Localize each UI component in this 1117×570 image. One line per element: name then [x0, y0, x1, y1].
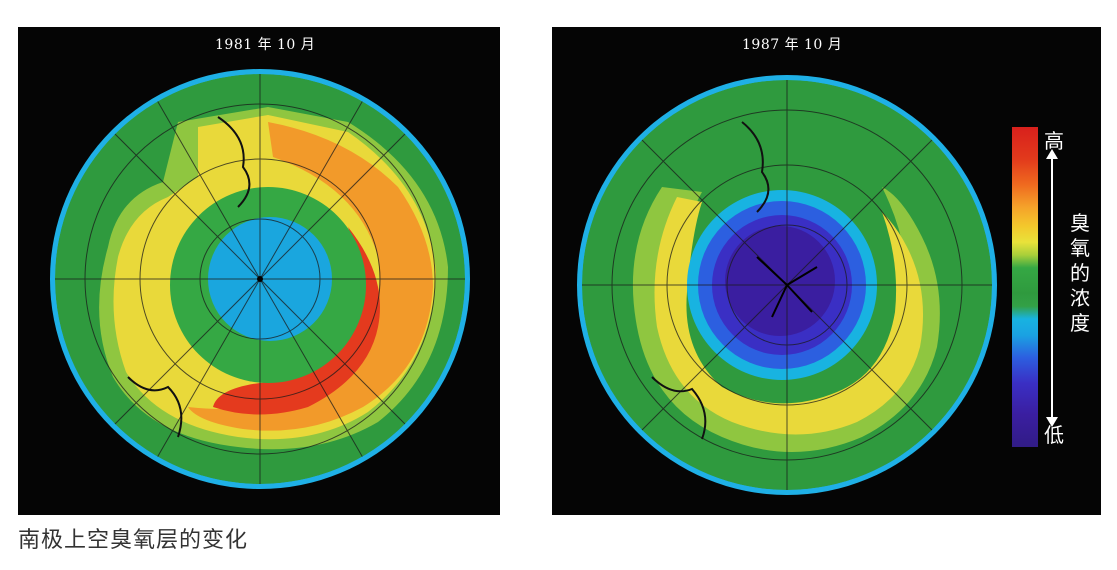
legend-title: 臭氧的浓度 [1070, 211, 1090, 335]
legend-high-label: 高 [1044, 129, 1064, 153]
ozone-globe-1987 [577, 75, 997, 495]
arrow-up-icon [1046, 149, 1058, 159]
legend-low-label: 低 [1044, 423, 1064, 447]
ozone-globe-1981 [50, 69, 470, 489]
legend-arrow-line [1051, 157, 1053, 419]
ozone-map-1987: 1987 年 10 月 高 臭氧的浓度 低 [552, 27, 1101, 515]
map-title-1981: 1981 年 10 月 [215, 37, 316, 53]
legend-color-bar [1012, 127, 1038, 447]
figure-caption: 南极上空臭氧层的变化 [18, 528, 249, 553]
ozone-concentration-legend: 高 臭氧的浓度 低 [1012, 127, 1092, 447]
arrow-down-icon [1046, 417, 1058, 427]
ozone-map-1981: 1981 年 10 月 [18, 27, 500, 515]
map-title-1987: 1987 年 10 月 [742, 37, 843, 53]
